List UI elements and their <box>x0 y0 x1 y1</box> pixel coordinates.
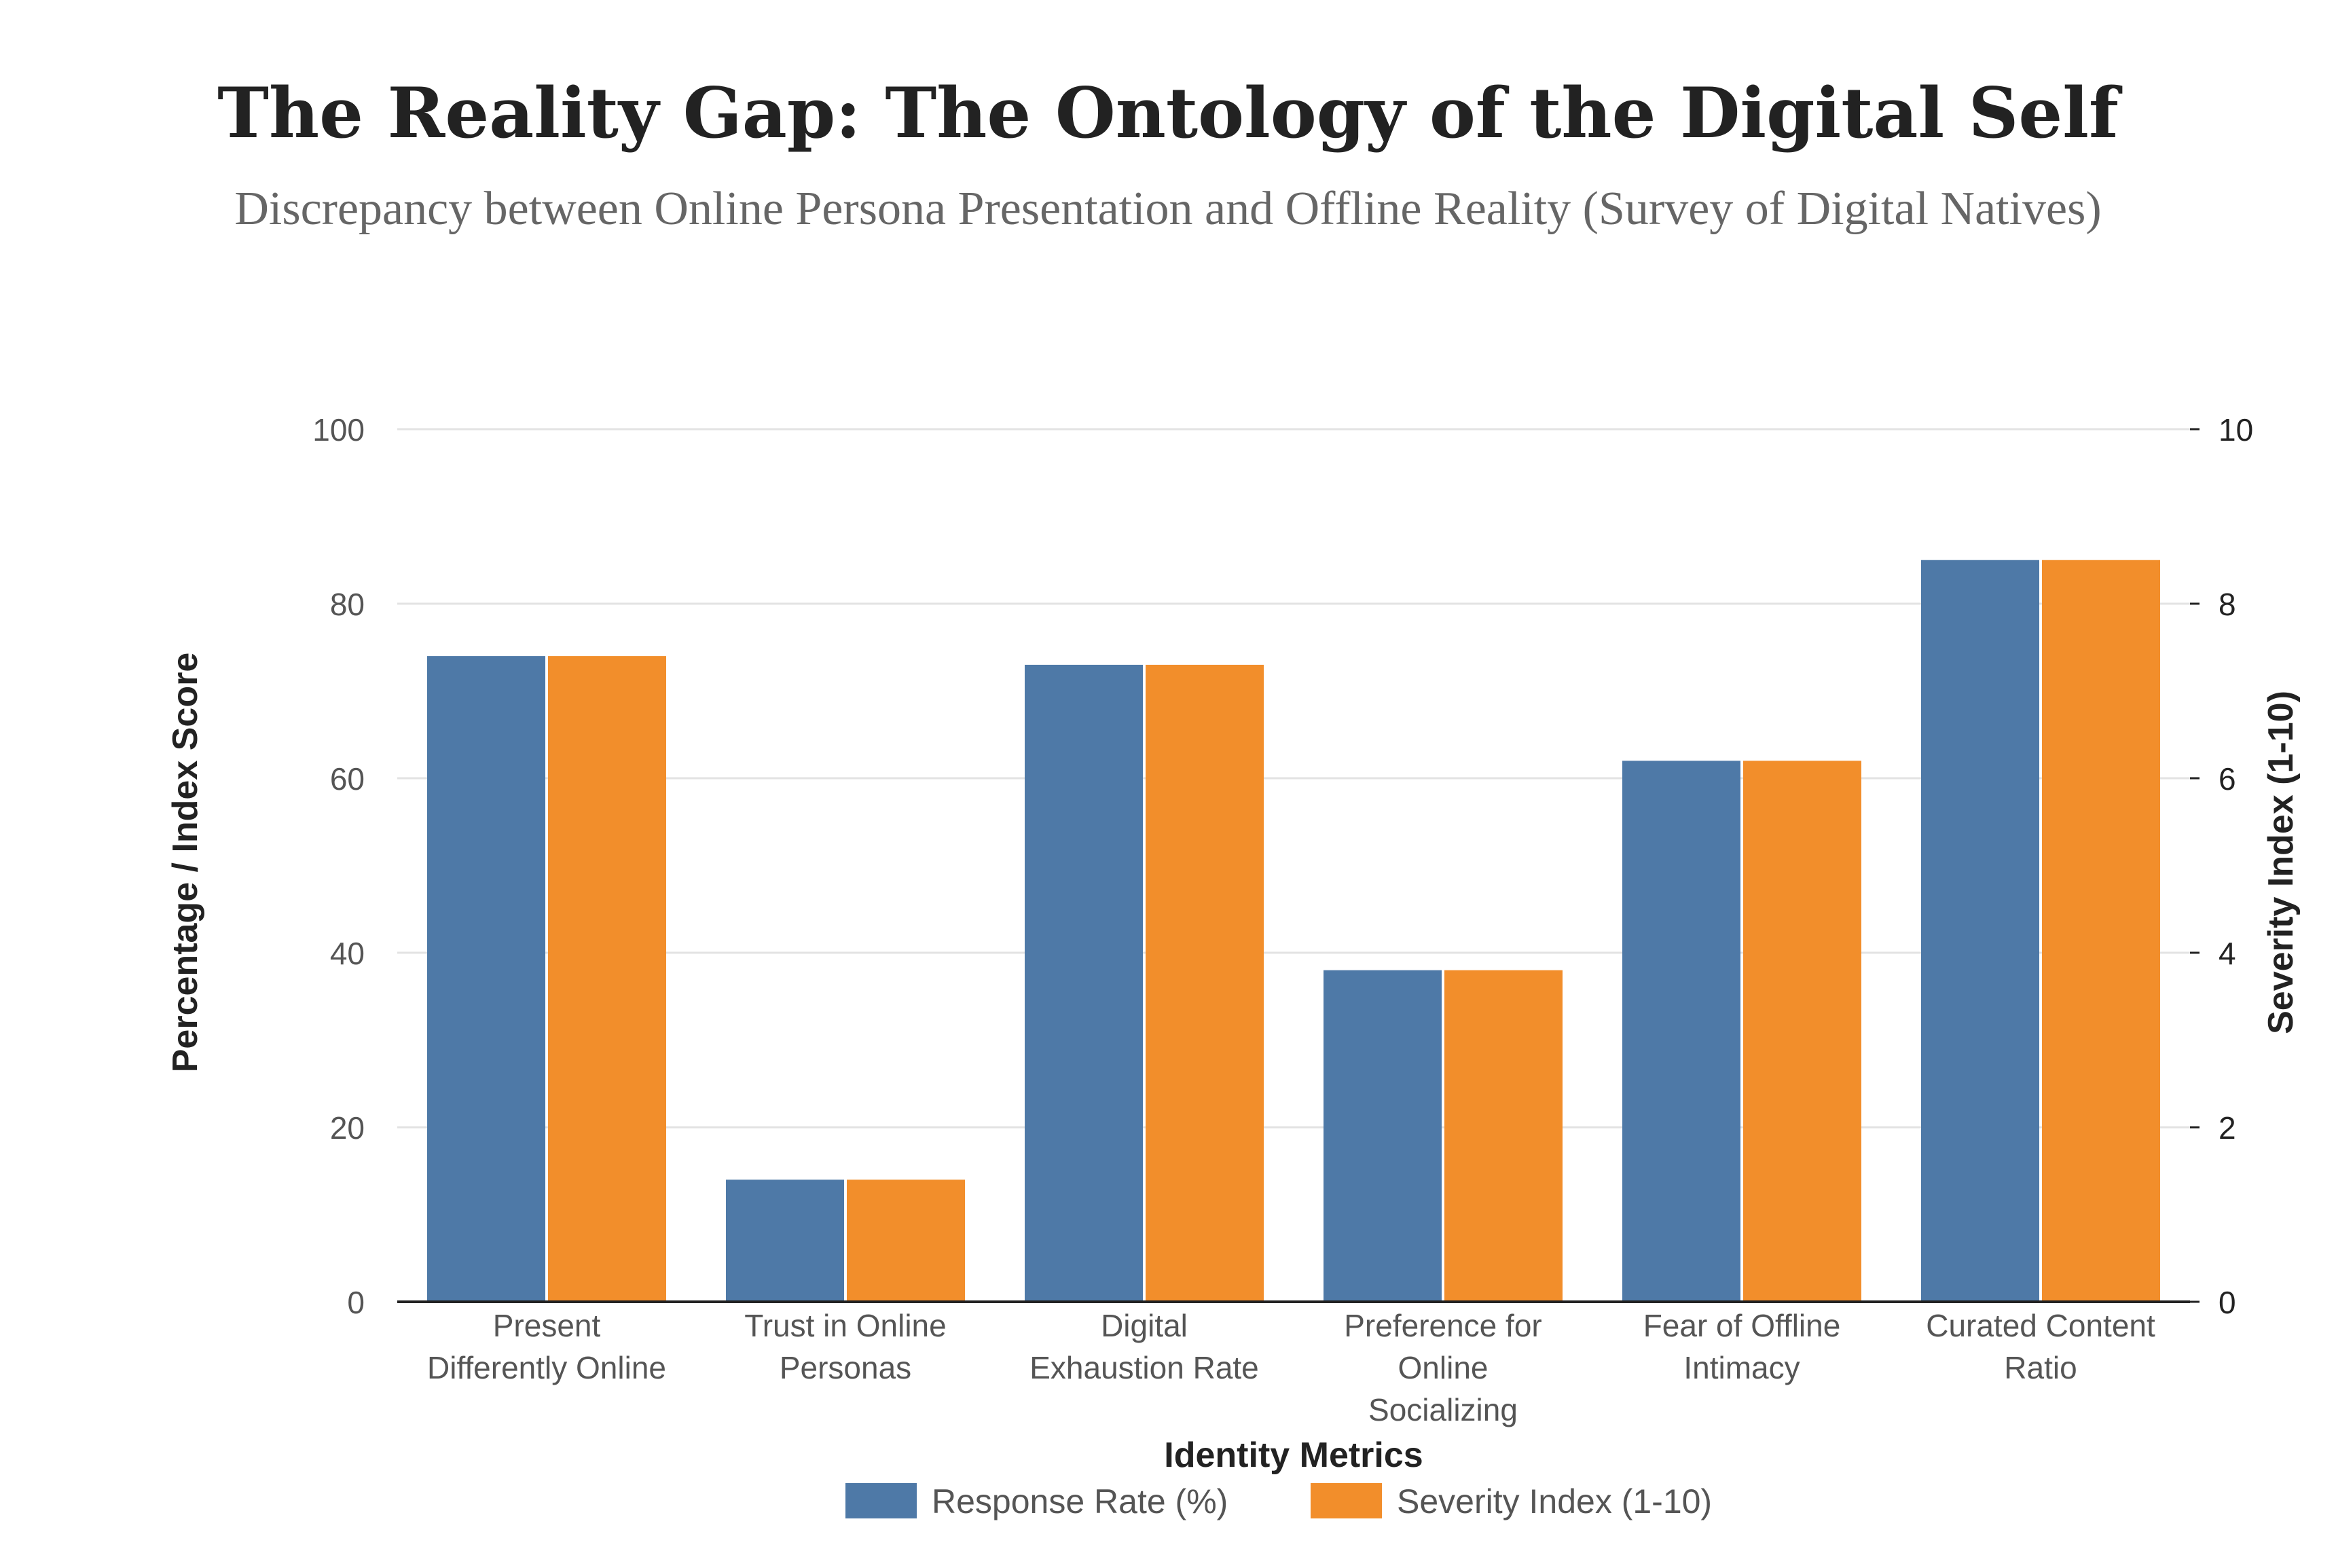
gridlines <box>397 428 2190 1129</box>
y-tick-label: 60 <box>330 761 365 797</box>
bar-response-rate[interactable] <box>726 1180 844 1302</box>
bar-severity-index[interactable] <box>2042 560 2160 1302</box>
bar-response-rate[interactable] <box>1921 560 2039 1302</box>
bar-response-rate[interactable] <box>1622 761 1740 1302</box>
y-tick-label: 40 <box>330 936 365 971</box>
legend: Response Rate (%) Severity Index (1-10) <box>845 1482 1712 1520</box>
y-tick-label: 100 <box>312 412 365 448</box>
bar-response-rate[interactable] <box>427 656 545 1302</box>
x-tick-label: Digital Exhaustion Rate <box>1029 1308 1259 1385</box>
y2-tick-label: 4 <box>2219 936 2236 971</box>
chart-subtitle: Discrepancy between Online Persona Prese… <box>234 183 2101 235</box>
y2-tick-label: 6 <box>2219 761 2236 797</box>
y2-tick-label: 2 <box>2219 1110 2236 1146</box>
y2-axis-label: Severity Index (1-10) <box>2261 691 2301 1034</box>
bars <box>427 560 2160 1302</box>
bar-response-rate[interactable] <box>1025 664 1143 1302</box>
x-tick-label: Fear of Offline Intimacy <box>1643 1308 1841 1385</box>
bar-severity-index[interactable] <box>1146 664 1264 1302</box>
y-tick-label: 0 <box>347 1285 365 1320</box>
bar-severity-index[interactable] <box>847 1180 965 1302</box>
legend-label[interactable]: Severity Index (1-10) <box>1397 1482 1712 1520</box>
legend-label[interactable]: Response Rate (%) <box>932 1482 1228 1520</box>
axes: 0 20 40 60 80 100 0 2 4 6 8 10 Present Differently On… <box>312 412 2253 1427</box>
y-tick-label: 20 <box>330 1110 365 1146</box>
bar-response-rate[interactable] <box>1324 970 1442 1302</box>
x-tick-label: Curated Content Ratio <box>1926 1308 2155 1385</box>
x-tick-label: Trust in Online Personas <box>744 1308 946 1385</box>
y2-tick-label: 0 <box>2219 1285 2236 1320</box>
y2-tick-label: 10 <box>2219 412 2253 448</box>
x-tick-label: Preference for Online Socializing <box>1344 1308 1541 1427</box>
bar-severity-index[interactable] <box>1743 761 1861 1302</box>
legend-swatch[interactable] <box>845 1483 917 1518</box>
y-axis-label: Percentage / Index Score <box>166 653 205 1073</box>
y-tick-label: 80 <box>330 587 365 622</box>
bar-severity-index[interactable] <box>548 656 666 1302</box>
x-tick-label: Present Differently Online <box>427 1308 666 1385</box>
bar-severity-index[interactable] <box>1444 970 1563 1302</box>
chart-title: The Reality Gap: The Ontology of the Dig… <box>217 73 2123 154</box>
x-axis-label: Identity Metrics <box>1164 1436 1423 1475</box>
legend-swatch[interactable] <box>1311 1483 1382 1518</box>
y2-tick-label: 8 <box>2219 587 2236 622</box>
